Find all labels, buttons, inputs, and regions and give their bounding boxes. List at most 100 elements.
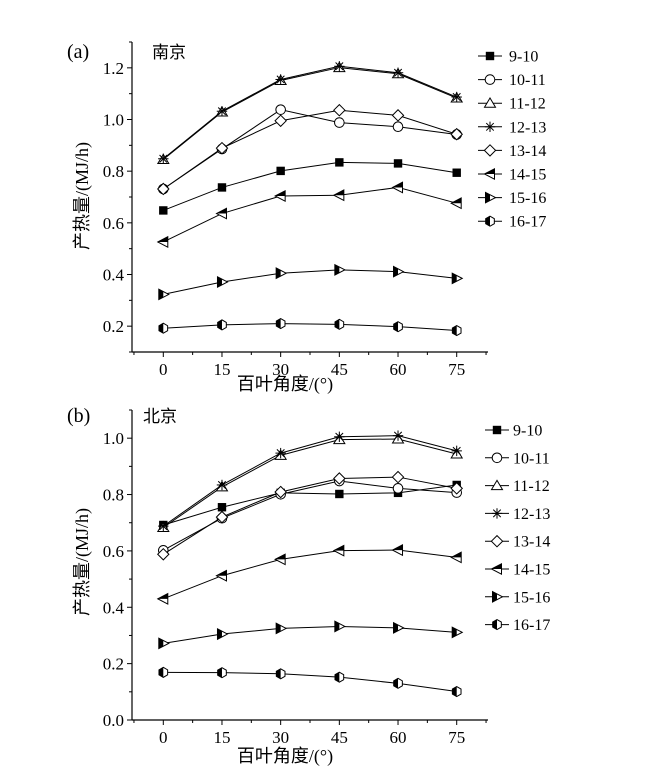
data-point bbox=[274, 189, 286, 202]
legend-label: 9-10 bbox=[509, 49, 538, 66]
marker-shape bbox=[274, 114, 287, 128]
data-point bbox=[276, 166, 285, 176]
legend-label: 16-17 bbox=[509, 214, 546, 231]
data-point bbox=[451, 324, 462, 337]
series-14-15 bbox=[156, 181, 462, 248]
legend-label: 15-16 bbox=[513, 589, 550, 606]
marker-fill bbox=[158, 667, 164, 678]
marker-fill bbox=[392, 544, 403, 551]
marker-shape bbox=[490, 479, 504, 491]
legend-marker bbox=[485, 215, 495, 227]
marker-shape bbox=[393, 159, 403, 168]
data-point bbox=[274, 485, 287, 499]
marker-shape bbox=[391, 470, 405, 484]
marker-fill bbox=[333, 189, 344, 196]
data-point bbox=[451, 91, 462, 103]
series-11-12 bbox=[156, 61, 464, 165]
legend-label: 10-11 bbox=[513, 450, 550, 467]
data-point bbox=[393, 159, 403, 168]
data-point bbox=[334, 263, 346, 276]
x-tick-label: 45 bbox=[331, 360, 348, 379]
legend-label: 15-16 bbox=[509, 190, 546, 207]
marker-fill bbox=[217, 276, 222, 288]
y-axis-label: 产热量/(MJ/h) bbox=[72, 508, 93, 616]
data-point bbox=[393, 677, 403, 689]
series-line bbox=[163, 109, 457, 190]
series-line bbox=[163, 476, 457, 555]
legend-marker bbox=[484, 74, 496, 85]
data-point bbox=[216, 628, 229, 641]
marker-fill bbox=[335, 672, 340, 683]
data-point bbox=[275, 318, 286, 330]
marker-fill bbox=[451, 552, 462, 558]
legend-label: 14-15 bbox=[513, 562, 550, 579]
data-point bbox=[158, 637, 170, 650]
data-point bbox=[334, 61, 345, 72]
y-tick-label: 1.0 bbox=[103, 111, 124, 130]
marker-fill bbox=[158, 289, 164, 300]
legend-label: 16-17 bbox=[513, 617, 550, 634]
marker-fill bbox=[485, 216, 490, 227]
legend-marker bbox=[484, 121, 496, 132]
data-point bbox=[451, 685, 462, 698]
chart-title: 南京 bbox=[152, 43, 186, 62]
data-point bbox=[158, 322, 169, 334]
series-13-14 bbox=[156, 470, 464, 561]
data-point bbox=[334, 318, 345, 330]
panel-label: (b) bbox=[67, 405, 90, 427]
data-point bbox=[158, 288, 170, 301]
series-line bbox=[163, 438, 457, 528]
marker-fill bbox=[492, 591, 497, 602]
marker-fill bbox=[217, 628, 222, 640]
legend-marker bbox=[490, 534, 504, 548]
legend-item: 12-13 bbox=[485, 506, 550, 523]
marker-fill bbox=[276, 623, 281, 634]
marker-shape bbox=[217, 183, 227, 192]
marker-fill bbox=[393, 321, 399, 332]
marker-fill bbox=[216, 570, 227, 576]
x-axis-label: 百叶角度/(°) bbox=[237, 374, 333, 395]
data-point bbox=[391, 109, 405, 122]
x-tick-label: 15 bbox=[213, 360, 230, 379]
marker-fill bbox=[335, 319, 340, 330]
data-point bbox=[334, 431, 345, 442]
marker-fill bbox=[452, 686, 457, 697]
data-point bbox=[333, 103, 346, 117]
legend-item: 14-15 bbox=[485, 562, 550, 579]
marker-shape bbox=[450, 127, 464, 141]
data-point bbox=[451, 626, 464, 639]
marker-fill bbox=[393, 266, 399, 277]
data-point bbox=[452, 168, 461, 177]
legend-item: 11-12 bbox=[478, 96, 546, 113]
data-point bbox=[335, 158, 344, 167]
data-point bbox=[275, 622, 288, 635]
marker-fill bbox=[275, 190, 286, 196]
marker-shape bbox=[276, 166, 285, 176]
series-11-12 bbox=[156, 432, 464, 533]
data-point bbox=[391, 181, 404, 194]
marker-fill bbox=[216, 208, 227, 214]
y-tick-label: 0.8 bbox=[103, 162, 124, 181]
marker-shape bbox=[215, 510, 229, 524]
marker-fill bbox=[393, 678, 399, 689]
legend: 9-10 10-11 11-12 12-13 13-14 14-15 15-16 16-17 bbox=[478, 49, 546, 231]
series-16-17 bbox=[158, 666, 462, 698]
data-point bbox=[274, 553, 286, 566]
y-tick-label: 0.4 bbox=[103, 598, 125, 617]
marker-fill bbox=[451, 198, 462, 204]
marker-shape bbox=[490, 534, 504, 548]
data-point bbox=[450, 482, 464, 495]
y-tick-label: 1.0 bbox=[103, 429, 124, 448]
legend-item: 13-14 bbox=[478, 143, 546, 160]
data-point bbox=[392, 483, 404, 494]
y-tick-label: 0.2 bbox=[103, 317, 124, 336]
y-axis-label: 产热量/(MJ/h) bbox=[72, 142, 93, 250]
data-point bbox=[156, 547, 170, 561]
legend-marker bbox=[491, 452, 503, 464]
marker-fill bbox=[276, 668, 281, 679]
legend-marker bbox=[491, 508, 503, 519]
marker-shape bbox=[159, 206, 168, 215]
series-line bbox=[162, 67, 457, 160]
marker-fill bbox=[217, 667, 222, 678]
